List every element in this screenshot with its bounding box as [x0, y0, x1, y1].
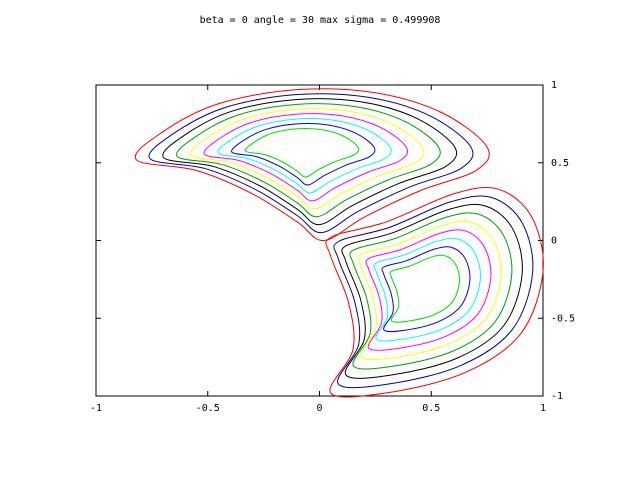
- contour-line: [217, 118, 392, 194]
- contour-line: [189, 108, 425, 210]
- contour-line: [176, 103, 441, 218]
- y-tick-label: 0: [551, 236, 557, 247]
- y-tick-label: -0.5: [551, 313, 575, 324]
- contour-line: [162, 98, 458, 226]
- x-tick-label: 0: [316, 403, 322, 414]
- x-tick-label: -1: [90, 403, 102, 414]
- contour-line: [244, 128, 360, 178]
- x-tick-label: -0.5: [196, 403, 220, 414]
- contour-line: [231, 123, 376, 186]
- x-tick-label: 0.5: [422, 403, 440, 414]
- contour-line: [203, 113, 409, 202]
- y-tick-label: 1: [551, 80, 557, 91]
- chart-title: beta = 0 angle = 30 max sigma = 0.499908: [200, 15, 441, 26]
- contour-line: [341, 203, 523, 379]
- contour-line: [333, 195, 534, 389]
- x-tick-label: 1: [540, 403, 546, 414]
- contour-line: [373, 237, 481, 342]
- contour-line: [357, 220, 502, 361]
- contour-line: [389, 254, 461, 323]
- contour-line: [381, 246, 471, 333]
- y-tick-label: 0.5: [551, 158, 569, 169]
- contour-line: [365, 229, 492, 351]
- contour-line: [134, 88, 490, 242]
- y-tick-label: -1: [551, 391, 563, 402]
- contour-line: [349, 212, 513, 370]
- contour-line: [148, 93, 474, 234]
- contour-line: [325, 187, 544, 398]
